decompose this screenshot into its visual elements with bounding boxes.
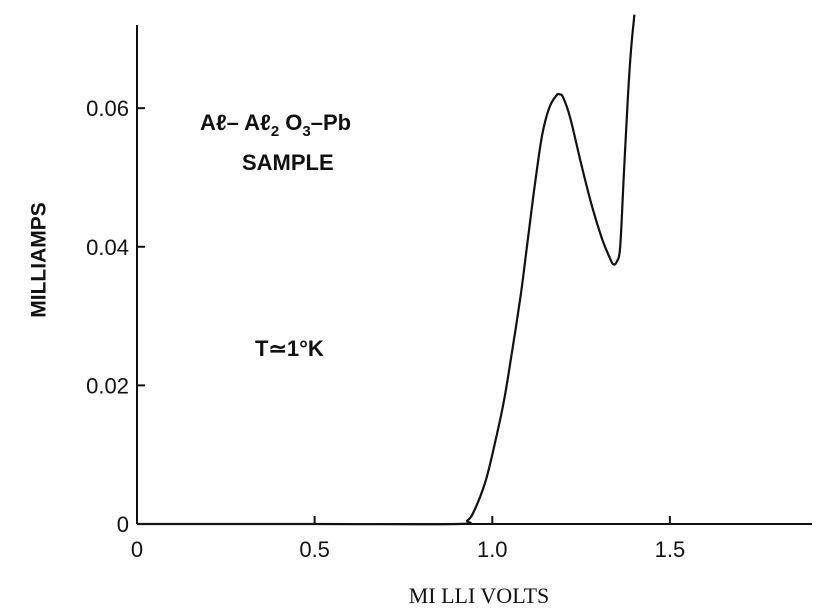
y-tick-label: 0.04 — [86, 235, 129, 260]
y-tick-label: 0.02 — [86, 373, 129, 398]
y-ticks: 0 0.02 0.04 0.06 — [86, 96, 145, 537]
series-group — [137, 14, 636, 526]
y-tick-label: 0 — [117, 512, 129, 537]
x-ticks: 0 0.5 1.0 1.5 — [131, 516, 685, 562]
y-tick-label: 0.06 — [86, 96, 129, 121]
sample-label: SAMPLE — [242, 150, 334, 175]
x-tick-label: 1.5 — [655, 537, 686, 562]
x-tick-label: 0.5 — [299, 537, 330, 562]
temperature-label: T≃1°K — [255, 336, 324, 361]
x-axis-title: MI LLI VOLTS — [409, 583, 550, 608]
y-axis-title: MILLIAMPS — [28, 202, 51, 318]
iv-curve-line — [137, 14, 636, 526]
x-tick-label: 0 — [131, 537, 143, 562]
x-tick-label: 1.0 — [477, 537, 508, 562]
sample-formula: Aℓ– Aℓ2 O3–Pb — [200, 110, 351, 140]
axes — [136, 25, 812, 525]
